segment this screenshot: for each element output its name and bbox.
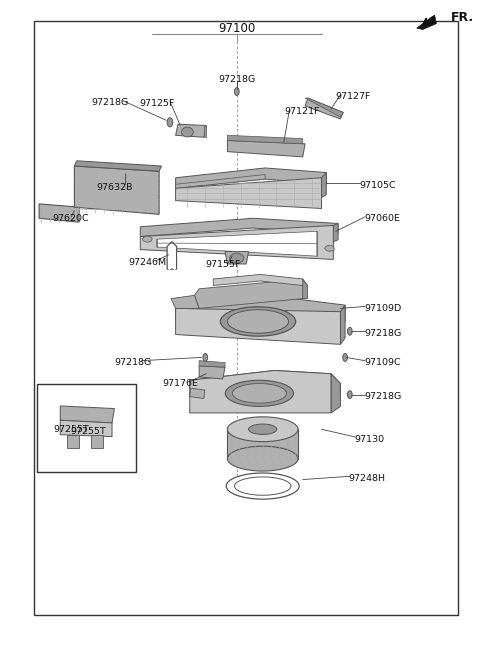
Polygon shape xyxy=(190,371,331,413)
Ellipse shape xyxy=(348,391,352,399)
Polygon shape xyxy=(322,173,326,197)
Polygon shape xyxy=(199,366,225,379)
Polygon shape xyxy=(176,308,340,344)
Polygon shape xyxy=(176,168,326,188)
Text: 97176E: 97176E xyxy=(162,379,198,388)
Ellipse shape xyxy=(348,327,352,335)
Text: 97218G: 97218G xyxy=(115,358,152,367)
Polygon shape xyxy=(213,274,303,285)
Polygon shape xyxy=(228,135,303,144)
Ellipse shape xyxy=(220,307,296,336)
Polygon shape xyxy=(305,98,343,117)
Ellipse shape xyxy=(228,310,288,333)
Polygon shape xyxy=(228,140,305,157)
Bar xyxy=(35,21,458,615)
Text: 97218G: 97218G xyxy=(364,329,401,338)
Polygon shape xyxy=(417,15,436,30)
Polygon shape xyxy=(176,298,345,325)
Polygon shape xyxy=(204,125,206,137)
Polygon shape xyxy=(176,124,206,137)
Ellipse shape xyxy=(234,477,291,495)
Polygon shape xyxy=(225,251,249,264)
Text: 97130: 97130 xyxy=(355,434,384,443)
Text: 97248H: 97248H xyxy=(349,474,386,483)
Text: 97255T: 97255T xyxy=(53,424,89,434)
Ellipse shape xyxy=(249,424,277,434)
Text: 97620C: 97620C xyxy=(53,215,89,224)
Polygon shape xyxy=(140,226,333,259)
Polygon shape xyxy=(167,242,177,269)
Polygon shape xyxy=(333,224,338,242)
Polygon shape xyxy=(303,279,307,298)
Text: 97218G: 97218G xyxy=(364,392,401,401)
Polygon shape xyxy=(39,204,79,222)
Polygon shape xyxy=(157,232,317,256)
Ellipse shape xyxy=(325,245,334,251)
Polygon shape xyxy=(67,435,79,448)
Polygon shape xyxy=(60,420,112,437)
Text: 97255T: 97255T xyxy=(71,426,107,436)
Polygon shape xyxy=(190,388,205,399)
Polygon shape xyxy=(140,218,338,237)
Text: 97109C: 97109C xyxy=(364,358,400,367)
Text: 97109D: 97109D xyxy=(364,304,401,313)
Text: 97060E: 97060E xyxy=(364,215,400,224)
Ellipse shape xyxy=(230,253,244,263)
Text: 97105C: 97105C xyxy=(359,181,396,190)
Ellipse shape xyxy=(232,384,287,403)
Text: 97218G: 97218G xyxy=(91,98,128,107)
Ellipse shape xyxy=(228,417,298,441)
Polygon shape xyxy=(331,374,340,413)
Polygon shape xyxy=(74,166,159,215)
Ellipse shape xyxy=(143,236,152,242)
Text: 97246M: 97246M xyxy=(128,258,167,267)
Polygon shape xyxy=(199,361,225,367)
Text: 97121F: 97121F xyxy=(284,107,319,115)
Text: 97218G: 97218G xyxy=(218,75,255,84)
Text: 97155F: 97155F xyxy=(205,260,240,269)
Bar xyxy=(36,384,135,472)
Ellipse shape xyxy=(226,473,299,499)
Polygon shape xyxy=(60,406,114,423)
Ellipse shape xyxy=(228,446,298,471)
Text: 97632B: 97632B xyxy=(96,183,132,192)
Text: 97127F: 97127F xyxy=(336,92,371,100)
Text: FR.: FR. xyxy=(451,11,474,24)
Polygon shape xyxy=(176,174,265,188)
Ellipse shape xyxy=(167,117,173,127)
Polygon shape xyxy=(91,435,103,448)
Ellipse shape xyxy=(181,127,193,137)
Polygon shape xyxy=(176,178,322,209)
Polygon shape xyxy=(190,371,340,394)
Polygon shape xyxy=(305,98,343,119)
Text: 97100: 97100 xyxy=(218,22,255,35)
Ellipse shape xyxy=(343,354,348,361)
Ellipse shape xyxy=(225,380,294,406)
Polygon shape xyxy=(171,295,199,308)
Polygon shape xyxy=(194,279,307,308)
Bar xyxy=(74,171,155,178)
Ellipse shape xyxy=(203,354,208,361)
Text: 97125F: 97125F xyxy=(139,100,174,108)
Polygon shape xyxy=(228,429,298,459)
Polygon shape xyxy=(74,161,161,171)
Polygon shape xyxy=(340,305,345,344)
Ellipse shape xyxy=(234,88,239,96)
